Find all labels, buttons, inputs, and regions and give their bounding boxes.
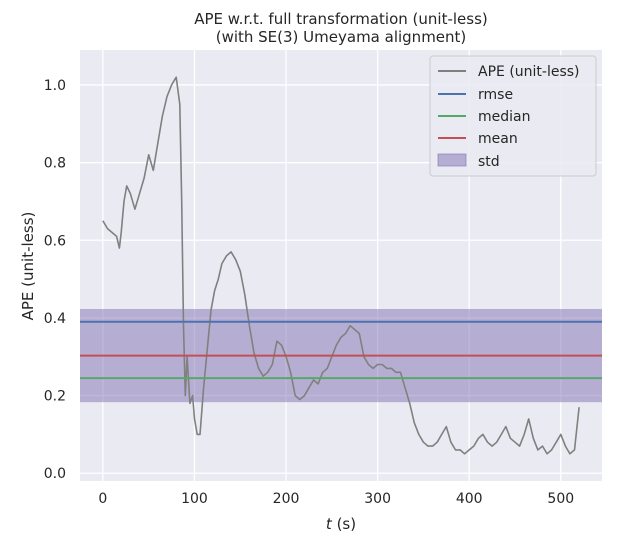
legend-std-swatch [437, 153, 467, 167]
legend-ape-label: APE (unit-less) [478, 64, 580, 80]
legend-mean-label: mean [478, 131, 518, 147]
y-tick-label: 0.8 [44, 156, 66, 172]
x-axis-ticks: 0 100 200 300 400 500 [98, 491, 574, 507]
y-tick-label: 0.6 [44, 233, 66, 249]
chart-title: APE w.r.t. full transformation (unit-les… [194, 10, 488, 28]
x-tick-label: 200 [273, 491, 300, 507]
y-tick-label: 1.0 [44, 78, 66, 94]
legend-rmse-label: rmse [478, 87, 513, 103]
y-axis-ticks: 0.0 0.2 0.4 0.6 0.8 1.0 [44, 78, 66, 482]
y-tick-label: 0.4 [44, 311, 66, 327]
x-tick-label: 300 [364, 491, 391, 507]
y-tick-label: 0.2 [44, 389, 66, 405]
x-axis-label: t (s) [326, 515, 356, 533]
x-tick-label: 500 [547, 491, 574, 507]
y-tick-label: 0.0 [44, 466, 66, 482]
legend-median-label: median [478, 109, 530, 125]
ape-series-line [102, 76, 580, 455]
legend-std-label: std [478, 154, 500, 170]
x-tick-label: 100 [181, 491, 208, 507]
x-tick-label: 400 [456, 491, 483, 507]
chart-subtitle: (with SE(3) Umeyama alignment) [216, 28, 467, 46]
x-tick-label: 0 [98, 491, 107, 507]
legend-box [429, 55, 597, 177]
y-axis-label: APE (unit-less) [19, 212, 37, 321]
legend: APE (unit-less) rmse median mean std [429, 55, 597, 177]
